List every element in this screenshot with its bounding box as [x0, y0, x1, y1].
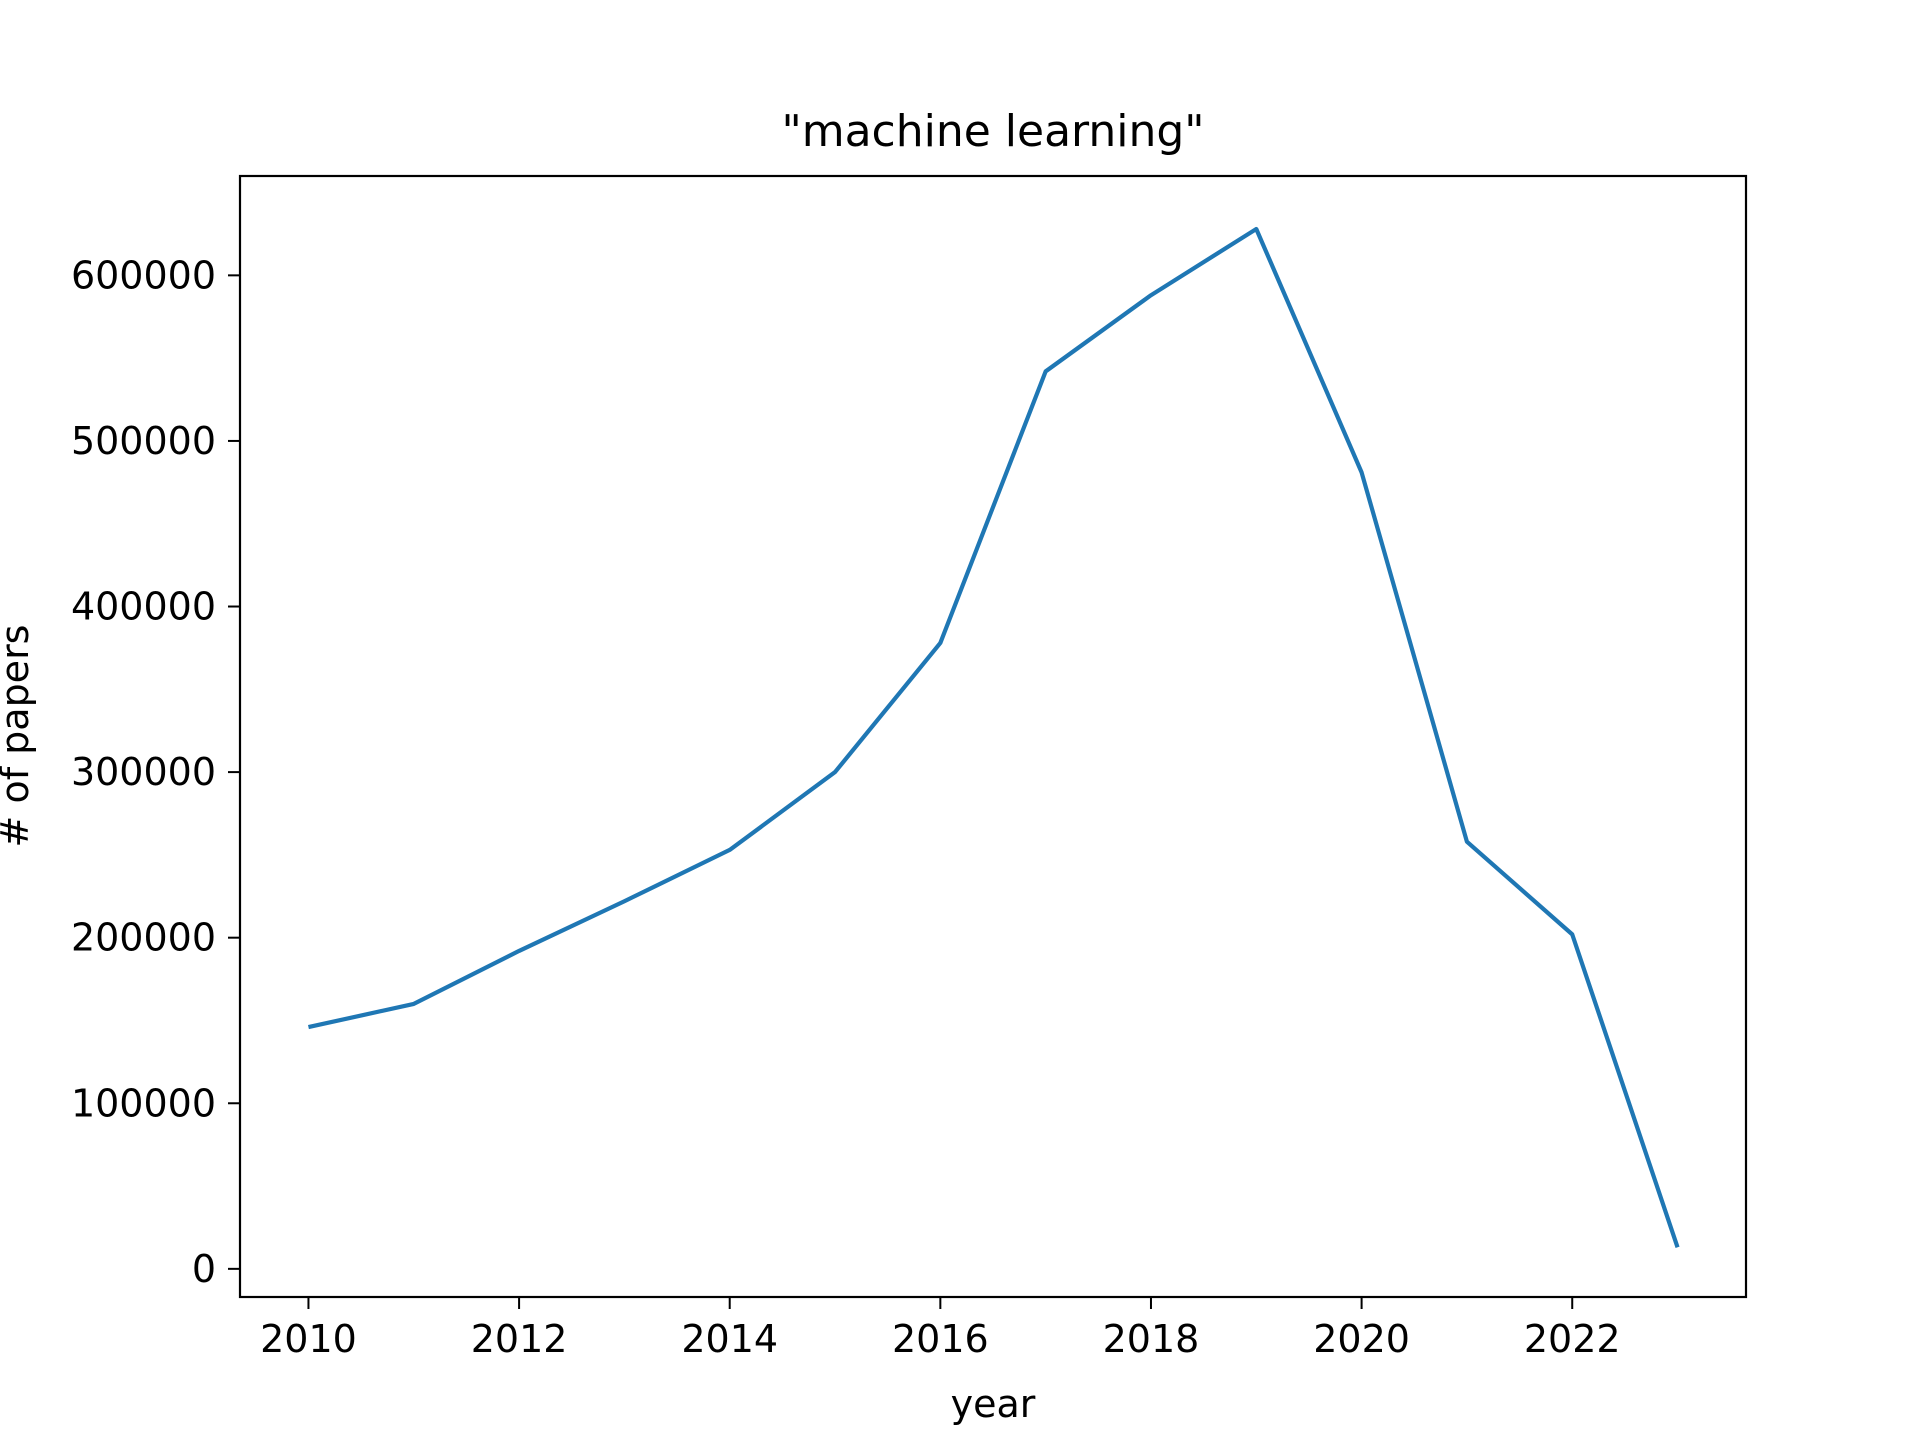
y-tick-label: 400000	[71, 585, 216, 629]
y-tick-label: 300000	[71, 750, 216, 794]
y-tick-label: 100000	[71, 1081, 216, 1125]
x-axis-label: year	[951, 1382, 1036, 1426]
x-tick-label: 2010	[260, 1317, 357, 1361]
x-tick-label: 2012	[471, 1317, 568, 1361]
y-tick-label: 600000	[71, 253, 216, 297]
x-tick-label: 2016	[892, 1317, 989, 1361]
x-tick-label: 2014	[681, 1317, 778, 1361]
series-line	[308, 226, 1680, 1248]
x-axis: 2010 2012 2014 2016 2018 2020 2022	[260, 1297, 1621, 1361]
y-tick-label: 200000	[71, 916, 216, 960]
y-axis: 0 100000 200000 300000 400000 500000 600000	[71, 253, 240, 1291]
y-tick-label: 500000	[71, 419, 216, 463]
x-tick-label: 2020	[1313, 1317, 1410, 1361]
y-axis-label: # of papers	[0, 625, 37, 848]
data-layer	[308, 226, 1680, 1248]
x-tick-label: 2022	[1524, 1317, 1621, 1361]
y-tick-label: 0	[192, 1247, 216, 1291]
plot-area-frame	[238, 174, 1748, 1299]
chart-title: "machine learning"	[781, 106, 1204, 157]
x-tick-label: 2018	[1103, 1317, 1200, 1361]
